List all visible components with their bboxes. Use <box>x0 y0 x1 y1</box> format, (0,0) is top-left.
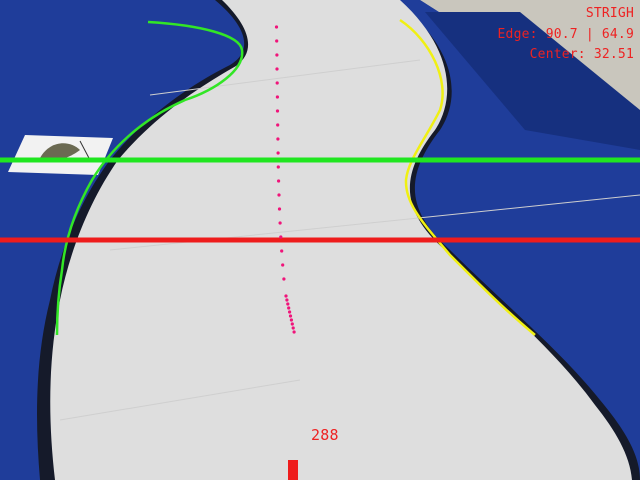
trajectory-dot <box>275 95 279 99</box>
trajectory-dot <box>276 165 280 169</box>
trajectory-dot <box>285 298 289 302</box>
trajectory-dot <box>276 151 280 155</box>
drive-mode-label: STRIGH <box>585 6 634 21</box>
card-sticker-icon <box>8 135 113 175</box>
trajectory-dot <box>274 25 279 29</box>
track-seam <box>149 59 421 96</box>
trajectory-dot <box>277 207 282 211</box>
trajectory-dot <box>286 302 290 306</box>
left-edge-line <box>55 20 244 336</box>
target-marker <box>288 460 298 480</box>
mat-fold-shadow <box>425 12 640 150</box>
trajectory-dot <box>289 318 293 322</box>
trajectory-dot <box>277 193 281 197</box>
trajectory-dot <box>275 81 279 85</box>
trajectory-dot <box>292 330 296 334</box>
trajectory-dot <box>281 263 285 267</box>
trajectory-dot <box>282 277 286 281</box>
trajectory-dot <box>275 53 279 57</box>
trajectory-dot <box>277 179 281 183</box>
trajectory-dot <box>291 326 295 330</box>
trajectory-dot <box>275 39 279 43</box>
trajectory-dot <box>290 322 294 326</box>
trajectory-dot <box>279 235 283 239</box>
center-readout: Center: 32.51 <box>529 47 634 62</box>
track-seam <box>59 379 301 421</box>
trajectory-path <box>274 25 296 334</box>
trajectory-dot <box>276 137 280 141</box>
trajectory-dot <box>280 249 284 253</box>
trajectory-dot <box>288 310 292 314</box>
trajectory-dot <box>275 67 279 71</box>
trajectory-dot <box>275 109 280 113</box>
trajectory-dot <box>287 306 291 310</box>
trajectory-dot <box>288 314 293 318</box>
trajectory-dot <box>284 294 288 298</box>
target-readout: 288 <box>311 426 339 444</box>
trajectory-dot <box>278 221 282 225</box>
edge-readout: Edge: 90.7 | 64.9 <box>497 27 634 42</box>
trajectory-dot <box>276 123 280 127</box>
right-edge-line <box>399 18 536 336</box>
